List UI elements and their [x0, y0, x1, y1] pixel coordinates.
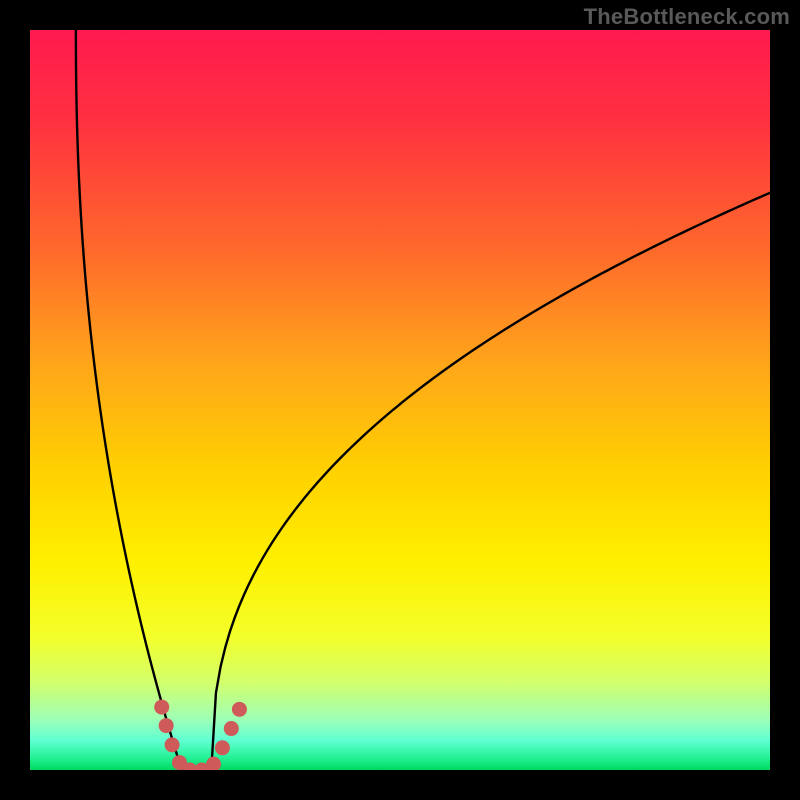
plot-area	[30, 30, 770, 770]
data-marker	[155, 700, 169, 714]
chart-container: TheBottleneck.com	[0, 0, 800, 800]
data-marker	[232, 702, 246, 716]
data-marker	[207, 757, 221, 770]
data-marker	[215, 741, 229, 755]
gradient-background	[30, 30, 770, 770]
watermark-text: TheBottleneck.com	[584, 4, 790, 30]
bottleneck-chart	[30, 30, 770, 770]
data-marker	[159, 719, 173, 733]
data-marker	[165, 738, 179, 752]
data-marker	[224, 722, 238, 736]
